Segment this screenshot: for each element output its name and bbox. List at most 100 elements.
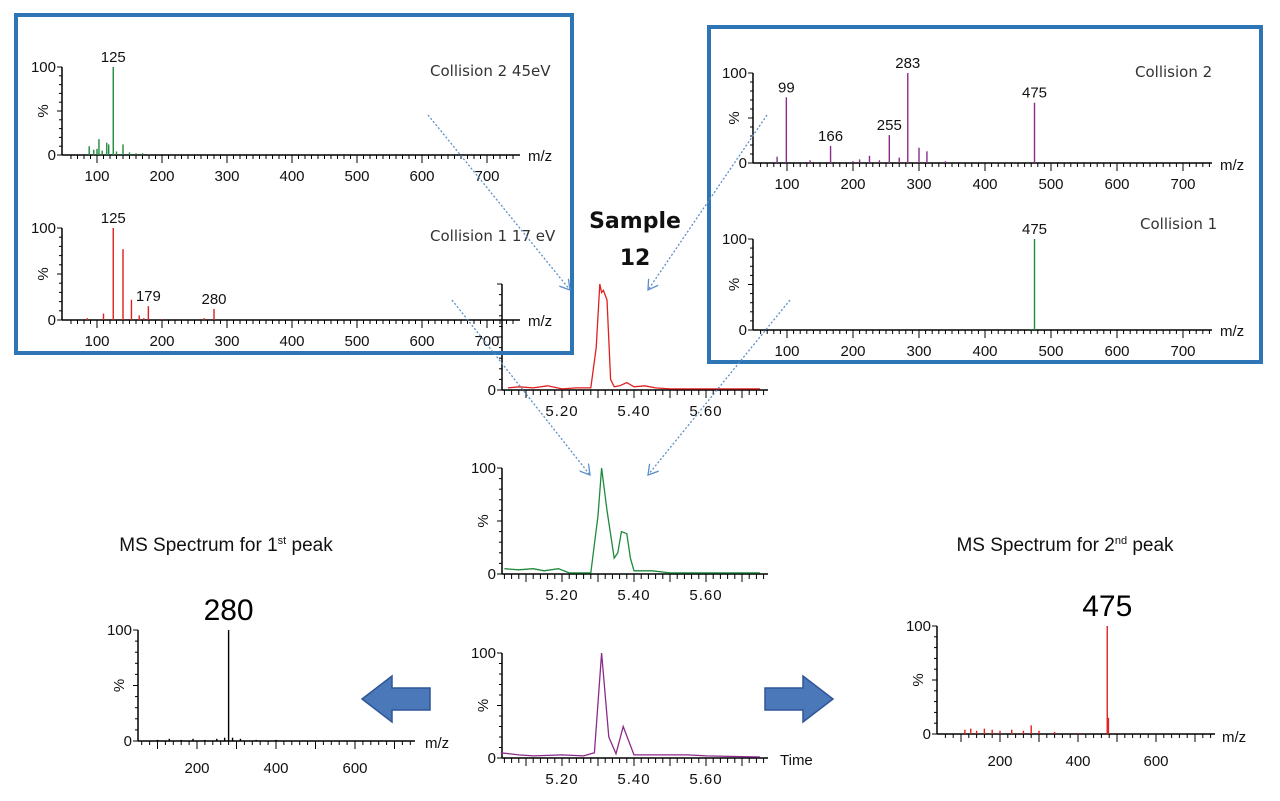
- peak-label: 255: [877, 117, 902, 134]
- sample-title-line1: Sample: [589, 209, 681, 234]
- y-axis-label: %: [35, 104, 52, 117]
- x-tick-label: 400: [279, 168, 304, 185]
- chart-chrom_red: 0 5.20 5.40 5.60: [488, 283, 768, 420]
- chromatogram-trace: [500, 652, 761, 758]
- x-tick-label: 400: [1065, 753, 1090, 770]
- y-axis-label: %: [726, 278, 743, 291]
- y-tick-label: 100: [906, 618, 931, 635]
- y-axis-label: %: [910, 673, 927, 686]
- y-axis-label: %: [475, 514, 492, 527]
- x-axis-label: m/z: [425, 735, 449, 752]
- x-tick-label: 400: [279, 333, 304, 350]
- y-tick-label: 0: [488, 750, 496, 767]
- x-tick-label: 200: [184, 760, 209, 777]
- panel-title: Collision 1: [1140, 215, 1217, 233]
- y-axis-label: %: [35, 267, 52, 280]
- chart-c2: 0 100% 100 200 300 400 500 600 700 m/z 99 166 255 283…: [722, 55, 1244, 193]
- chromatogram-trace: [507, 283, 760, 390]
- y-axis-label: %: [111, 679, 128, 692]
- dotted-arrow: [648, 299, 791, 475]
- x-tick-label: 5.20: [545, 403, 578, 420]
- y-tick-label: 0: [739, 155, 747, 172]
- x-tick-label: 5.40: [617, 587, 650, 604]
- y-tick-label: 0: [923, 726, 931, 743]
- peak-label: 280: [201, 291, 226, 308]
- peak-label: 280: [204, 594, 254, 627]
- bottom-left-title: MS Spectrum for 1st peak: [119, 535, 333, 556]
- x-axis-label: Time: [780, 752, 813, 769]
- x-axis-label: m/z: [528, 148, 552, 165]
- y-axis-label: %: [726, 111, 743, 124]
- right-box-frame: [707, 25, 1263, 364]
- y-tick-label: 100: [722, 231, 747, 248]
- y-tick-label: 100: [31, 59, 56, 76]
- panel-title: Collision 2: [1135, 63, 1212, 81]
- peak-label: 125: [101, 210, 126, 227]
- x-axis-label: m/z: [1220, 323, 1244, 340]
- y-tick-label: 0: [124, 733, 132, 750]
- x-tick-label: 500: [344, 168, 369, 185]
- y-tick-label: 0: [488, 566, 496, 583]
- x-tick-label: 400: [972, 176, 997, 193]
- sample-title-line2: 12: [620, 246, 651, 271]
- y-tick-label: 100: [31, 220, 56, 237]
- peak-label: 125: [101, 49, 126, 66]
- x-tick-label: 5.40: [617, 771, 650, 788]
- dotted-arrow: [451, 299, 590, 475]
- chart-c1: 0 100% 100 200 300 400 500 600 700 m/z 475 Collisio…: [722, 215, 1244, 360]
- peak-label: 283: [895, 55, 920, 72]
- x-tick-label: 100: [84, 333, 109, 350]
- y-axis-label: %: [475, 699, 492, 712]
- x-tick-label: 700: [474, 168, 499, 185]
- x-tick-label: 700: [1170, 176, 1195, 193]
- x-tick-label: 500: [1038, 343, 1063, 360]
- left-box-frame: [14, 13, 574, 355]
- x-axis-label: m/z: [528, 313, 552, 330]
- peak-label: 475: [1022, 221, 1047, 238]
- peak-label: 475: [1022, 85, 1047, 102]
- x-tick-label: 500: [1038, 176, 1063, 193]
- x-tick-label: 600: [1104, 176, 1129, 193]
- x-tick-label: 100: [774, 343, 799, 360]
- x-tick-label: 600: [1143, 753, 1168, 770]
- dotted-arrows: [427, 114, 791, 475]
- x-tick-label: 600: [409, 168, 434, 185]
- x-axis-label: m/z: [1220, 157, 1244, 174]
- x-tick-label: 400: [263, 760, 288, 777]
- x-tick-label: 400: [972, 343, 997, 360]
- x-tick-label: 700: [1170, 343, 1195, 360]
- y-tick-label: 0: [48, 312, 56, 329]
- bottom-right-title: MS Spectrum for 2nd peak: [956, 535, 1174, 556]
- x-axis-label: m/z: [1222, 729, 1246, 746]
- y-tick-label: 0: [48, 147, 56, 164]
- x-tick-label: 5.20: [545, 587, 578, 604]
- x-tick-label: 200: [840, 343, 865, 360]
- y-tick-label: 100: [471, 645, 496, 662]
- x-tick-label: 200: [987, 753, 1012, 770]
- x-tick-label: 700: [474, 333, 499, 350]
- chart-c2_45ev: 0 100% 100 200 300 400 500 600 700 m/z 125 Collisio…: [31, 49, 552, 185]
- chart-ms_peak2: 0 100% 200 400 600 m/z 475: [906, 590, 1246, 770]
- y-tick-label: 100: [722, 65, 747, 82]
- x-tick-label: 300: [906, 176, 931, 193]
- chart-chrom_green: 0 100% 5.20 5.40 5.60: [471, 460, 768, 604]
- chart-c1_17ev: 0 100% 100 200 300 400 500 600 700 m/z 125 179 280 Co…: [31, 210, 556, 350]
- x-tick-label: 5.20: [545, 771, 578, 788]
- y-tick-label: 100: [471, 460, 496, 477]
- right-block-arrow-icon: [764, 674, 835, 724]
- y-tick-label: 0: [488, 382, 496, 399]
- panel-title: Collision 1 17 eV: [430, 227, 556, 245]
- x-tick-label: 600: [409, 333, 434, 350]
- x-tick-label: 200: [149, 333, 174, 350]
- x-tick-label: 100: [84, 168, 109, 185]
- y-tick-label: 0: [739, 322, 747, 339]
- panel-title: Collision 2 45eV: [430, 62, 551, 80]
- y-tick-label: 100: [107, 622, 132, 639]
- peak-label: 99: [778, 79, 795, 96]
- left-block-arrow-icon: [360, 674, 431, 724]
- x-tick-label: 200: [149, 168, 174, 185]
- chart-ms_peak1: 0 100% 200 400 600 m/z 280: [107, 594, 449, 777]
- x-tick-label: 5.60: [689, 771, 722, 788]
- x-tick-label: 600: [1104, 343, 1129, 360]
